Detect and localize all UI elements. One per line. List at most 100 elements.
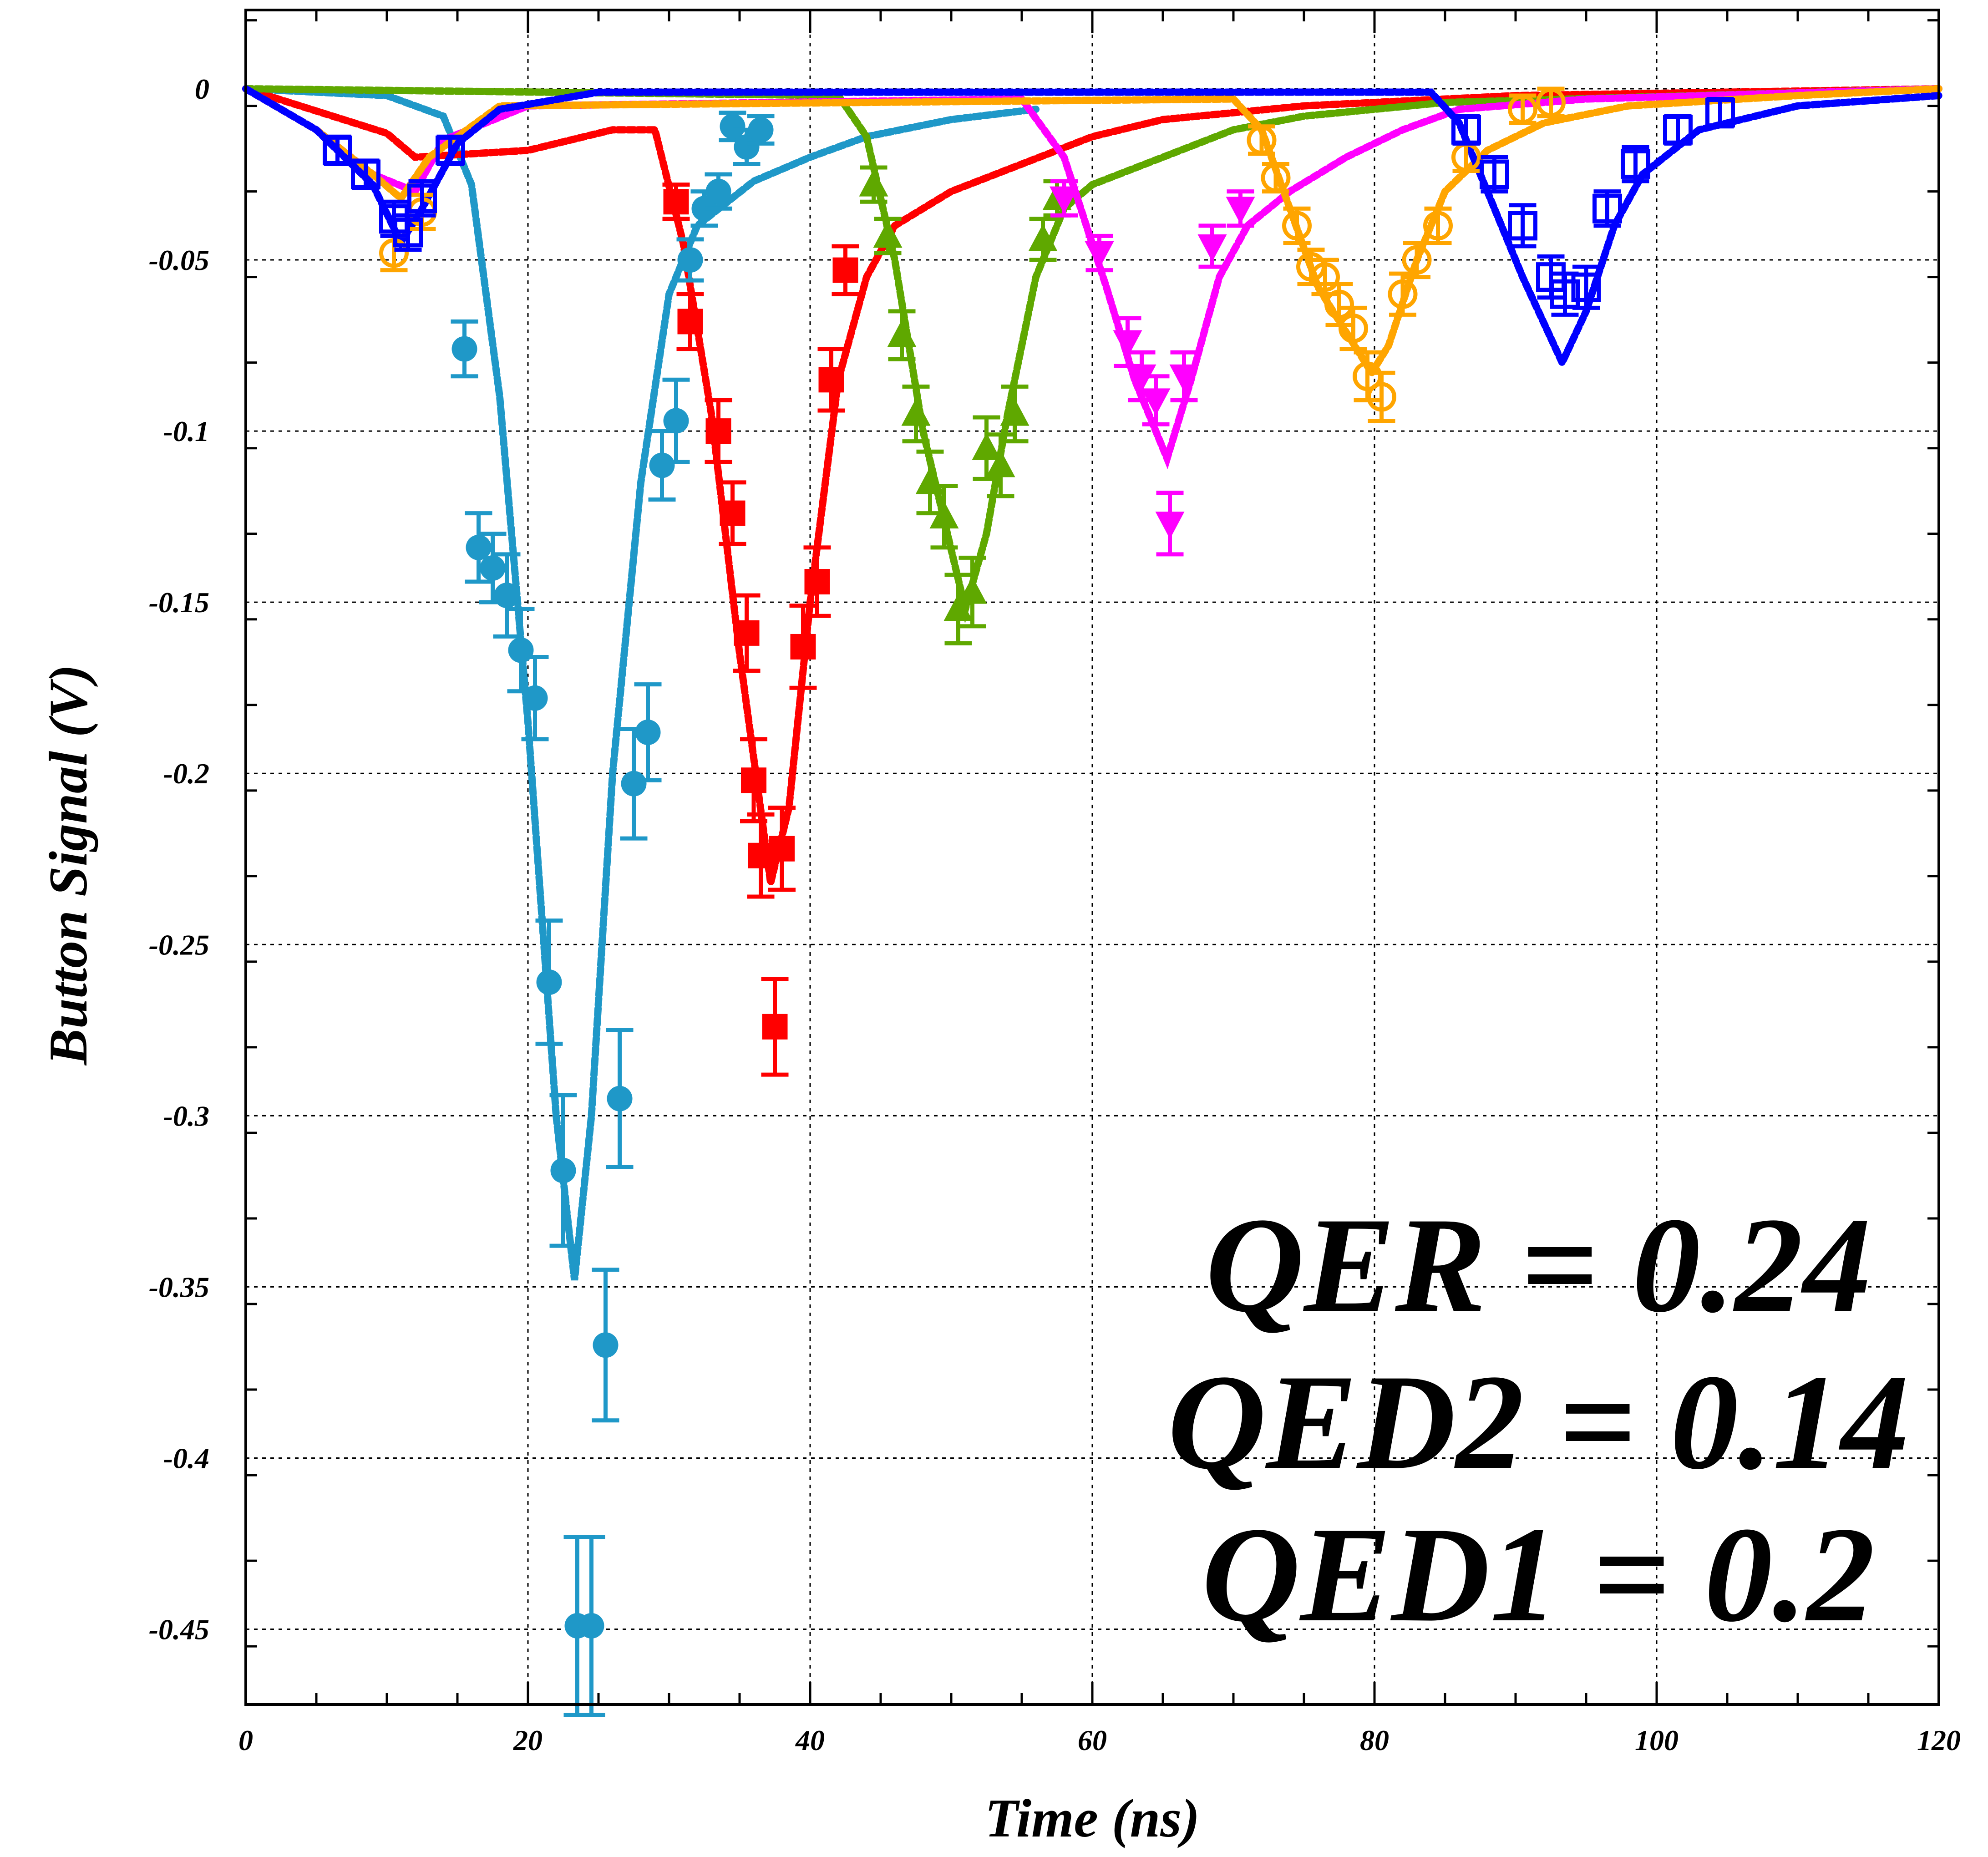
x-tick-label: 0 (238, 1724, 253, 1756)
data-point (677, 309, 703, 335)
data-point (1197, 234, 1227, 262)
x-tick-label: 60 (1078, 1724, 1107, 1756)
y-tick-label: -0.05 (149, 244, 209, 276)
y-tick-label: -0.45 (149, 1613, 209, 1646)
data-point (1480, 159, 1509, 189)
annotation-qed2: QED2 = 0.14 (1167, 1346, 1909, 1497)
x-tick-label: 20 (513, 1724, 543, 1756)
data-point (1663, 115, 1693, 145)
y-tick-label: -0.15 (149, 586, 209, 619)
data-point (1451, 115, 1481, 145)
data-point (943, 594, 973, 621)
axes: 0 20 40 60 80 100 120 0 -0.05 -0.1 -0.15 -0.2 -0.25 -… (149, 10, 1961, 1756)
data-point (1402, 245, 1432, 275)
series-markers (323, 97, 1735, 317)
data-point (451, 336, 477, 362)
x-tick-label: 100 (1635, 1724, 1679, 1756)
data-point (769, 836, 795, 862)
data-point (818, 367, 844, 393)
data-point (550, 1157, 576, 1183)
data-point (1155, 512, 1185, 539)
data-point (790, 634, 816, 660)
data-point (1261, 163, 1291, 193)
data-point (677, 247, 703, 273)
series-markers (1050, 179, 1255, 557)
data-point (635, 719, 661, 745)
data-point (1127, 364, 1156, 392)
data-point (1388, 279, 1418, 309)
y-tick-label: -0.25 (149, 928, 209, 961)
data-point (1423, 211, 1453, 241)
annotation-qed1: QED1 = 0.2 (1202, 1499, 1875, 1650)
grid-lines (246, 10, 1939, 1705)
y-axis-title: Button Signal (V) (38, 665, 98, 1066)
series-markers (451, 111, 775, 1717)
data-point (705, 178, 731, 204)
series-markers (662, 183, 859, 1077)
data-point (1028, 223, 1058, 251)
data-point (762, 1014, 788, 1040)
data-point (621, 771, 647, 797)
data-point (691, 196, 717, 222)
data-point (323, 135, 352, 165)
x-tick-label: 80 (1360, 1724, 1389, 1756)
data-points (323, 86, 1735, 1717)
data-point (393, 218, 423, 248)
y-tick-label: -0.1 (163, 415, 209, 447)
data-point (1000, 398, 1030, 426)
data-point (663, 189, 689, 215)
data-point (1339, 313, 1368, 343)
data-point (901, 398, 931, 426)
fit-curve (242, 85, 1040, 1281)
data-point (436, 135, 465, 165)
data-point (734, 620, 760, 646)
data-point (887, 320, 917, 347)
data-point (1621, 149, 1650, 179)
data-point (873, 220, 903, 248)
data-point (407, 183, 437, 213)
data-point (958, 576, 987, 604)
x-tick-label: 120 (1917, 1724, 1961, 1756)
data-point (804, 569, 830, 595)
data-point (1592, 193, 1622, 223)
data-point (986, 450, 1015, 477)
annotation-qer: QER = 0.24 (1206, 1189, 1871, 1340)
data-point (649, 452, 675, 478)
data-point (1226, 197, 1255, 224)
data-point (1550, 279, 1580, 309)
y-tick-label: -0.4 (163, 1442, 209, 1474)
fit-curve (242, 85, 1942, 884)
data-point (748, 117, 774, 143)
data-point (705, 418, 731, 444)
series-markers (859, 165, 1072, 645)
data-point (494, 583, 520, 609)
data-point (720, 113, 746, 139)
data-point (741, 767, 766, 793)
data-point (1282, 211, 1312, 241)
data-point (522, 685, 548, 711)
plot-frame (244, 9, 1940, 1706)
data-point (929, 501, 959, 529)
data-point (466, 534, 492, 560)
data-point (720, 500, 746, 526)
data-point (480, 555, 506, 581)
data-point (1508, 211, 1537, 241)
data-point (1247, 125, 1277, 155)
data-point (1113, 330, 1142, 358)
data-point (351, 159, 380, 189)
y-tick-label: -0.3 (163, 1100, 209, 1132)
data-point (1050, 186, 1079, 214)
data-point (1141, 388, 1171, 416)
data-point (972, 432, 1001, 460)
data-point (1169, 364, 1199, 392)
data-point (1324, 289, 1354, 320)
data-point (536, 969, 562, 995)
data-point (593, 1332, 619, 1358)
data-point (1536, 87, 1566, 117)
data-point (859, 169, 888, 197)
data-point (1367, 382, 1396, 412)
y-tick-label: -0.2 (163, 757, 209, 790)
data-point (1508, 94, 1537, 124)
data-point (1705, 98, 1735, 128)
